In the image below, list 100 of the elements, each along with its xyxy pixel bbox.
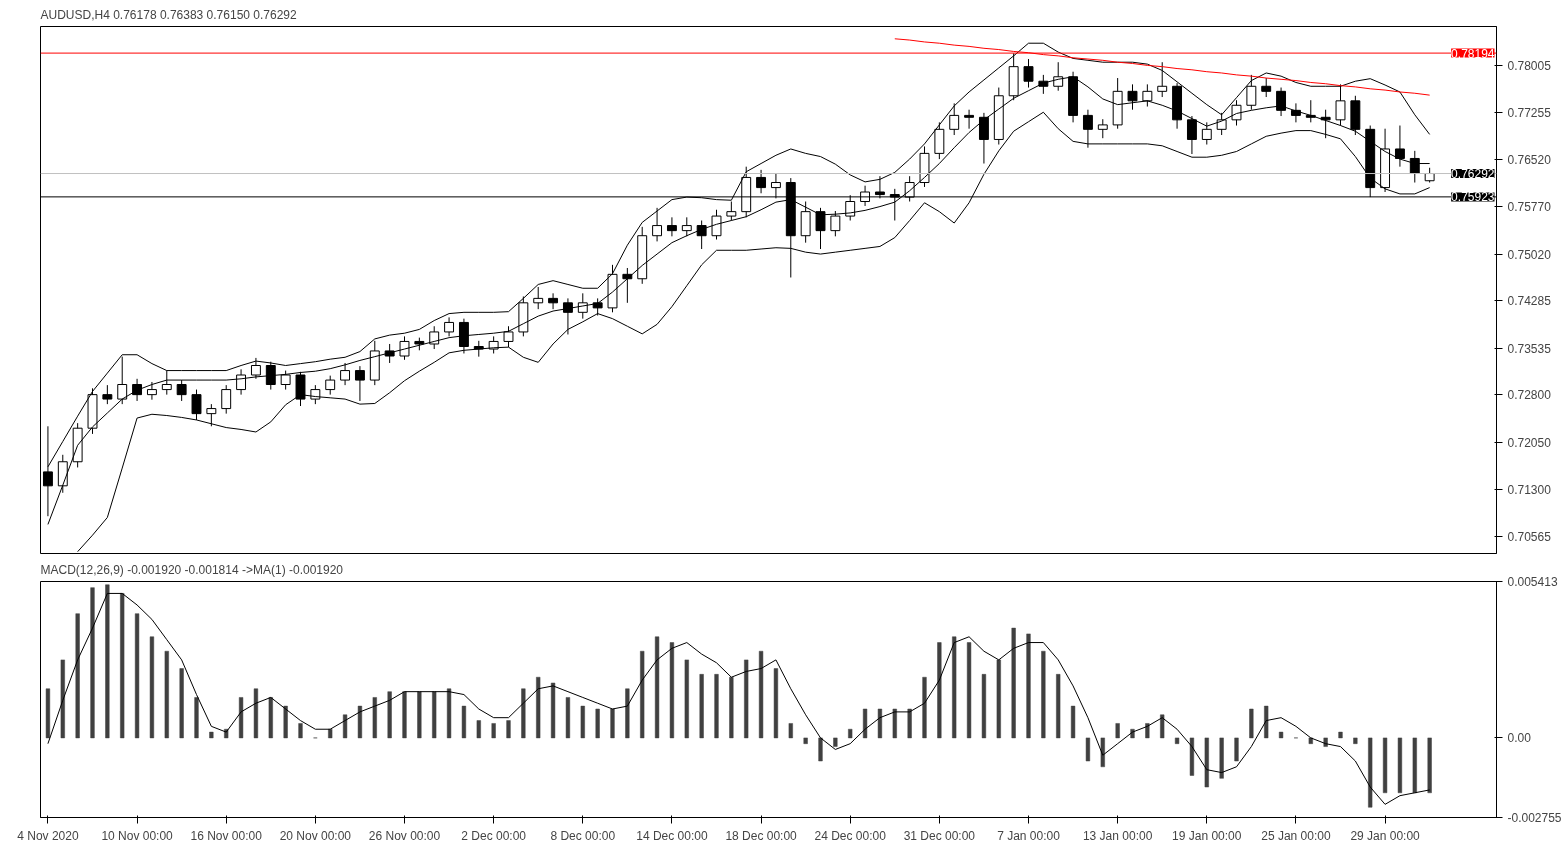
bar	[1189, 737, 1195, 776]
candlestick	[1023, 58, 1034, 89]
candlestick	[1216, 112, 1227, 136]
bar	[357, 705, 363, 739]
candlestick	[265, 361, 276, 391]
bar	[342, 714, 348, 739]
bar	[729, 676, 734, 739]
x-tick-label: 10 Nov 00:00	[101, 828, 174, 843]
x-tick-label: 4 Nov 2020	[17, 828, 79, 843]
bar	[595, 708, 600, 739]
candlestick	[444, 316, 455, 337]
candlestick	[206, 403, 217, 427]
x-tick-label: 19 Jan 00:00	[1172, 828, 1242, 843]
bar	[1278, 731, 1284, 739]
x-tick-label: 16 Nov 00:00	[190, 828, 263, 843]
bar	[699, 674, 704, 739]
candlestick	[666, 216, 677, 237]
candlestick	[726, 201, 737, 222]
bar	[922, 676, 927, 739]
bar	[625, 688, 630, 739]
candlestick	[978, 112, 989, 165]
candlestick	[325, 375, 336, 396]
bar	[1234, 737, 1239, 762]
x-tick-label: 8 Dec 00:00	[550, 828, 616, 843]
bar	[744, 659, 749, 739]
bar	[105, 584, 110, 739]
candlestick	[577, 292, 588, 320]
candlestick	[1409, 150, 1420, 184]
bar	[164, 650, 169, 739]
candlestick	[354, 365, 365, 402]
bar	[60, 659, 65, 739]
bar	[417, 691, 422, 739]
bar	[209, 731, 214, 739]
x-tick-label: 26 Nov 00:00	[368, 828, 441, 843]
line-series	[47, 592, 1431, 805]
bar	[714, 674, 719, 739]
bar	[848, 728, 853, 739]
candlestick	[681, 216, 692, 237]
bar	[610, 708, 615, 739]
bar	[892, 708, 897, 739]
candlestick	[117, 356, 128, 405]
candlestick	[1097, 118, 1108, 139]
candlestick	[176, 379, 187, 402]
x-tick-label: 2 Dec 00:00	[461, 828, 527, 843]
x-tick-label: 13 Jan 00:00	[1082, 828, 1153, 843]
candlestick	[1231, 99, 1242, 127]
bar	[1249, 708, 1254, 739]
x-tick-label: 7 Jan 00:00	[997, 828, 1061, 843]
bar	[684, 659, 689, 739]
bar	[1427, 737, 1432, 794]
bar	[1204, 737, 1209, 788]
bar	[149, 636, 155, 739]
x-tick-label: 14 Dec 00:00	[636, 828, 708, 843]
y-tick-label: 0.00	[1507, 731, 1532, 746]
candlestick	[548, 292, 559, 310]
bar	[372, 697, 377, 739]
bar	[90, 587, 95, 739]
bar	[75, 613, 80, 739]
bar	[194, 697, 199, 739]
bar	[1145, 723, 1150, 739]
bar	[1026, 633, 1031, 739]
candlestick	[711, 209, 722, 240]
bar	[773, 668, 779, 739]
x-tick-label: 29 Jan 00:00	[1350, 828, 1421, 843]
bar	[179, 668, 184, 739]
bar	[1219, 737, 1224, 779]
candlestick	[191, 389, 202, 421]
candlestick	[562, 297, 573, 335]
candlestick	[310, 384, 321, 405]
bar	[550, 682, 556, 739]
bar	[476, 720, 481, 739]
candlestick	[250, 357, 261, 380]
candlestick	[1261, 77, 1272, 98]
candlestick	[102, 384, 113, 405]
y-tick-label: 0.70565	[1507, 529, 1552, 544]
bar	[1308, 737, 1313, 744]
bar	[253, 688, 259, 739]
x-tick-label: 31 Dec 00:00	[903, 828, 976, 843]
y-tick-label: 0.72800	[1507, 388, 1552, 403]
candlestick	[1276, 87, 1287, 117]
ref-line-label: 0.76292	[1451, 167, 1495, 182]
bar	[283, 705, 288, 739]
bar	[907, 708, 912, 739]
x-tick-label: 25 Jan 00:00	[1261, 828, 1331, 843]
candlestick	[1335, 83, 1346, 127]
ref-line-label: 0.78194	[1451, 46, 1495, 61]
y-tick-label: 0.74285	[1507, 294, 1552, 309]
bar	[996, 659, 1001, 739]
candlestick	[1186, 115, 1197, 155]
bar	[1085, 737, 1091, 762]
candlestick	[1142, 83, 1153, 108]
candlestick	[146, 381, 157, 401]
bar	[952, 636, 957, 739]
bar	[521, 688, 526, 739]
y-tick-label: 0.71300	[1507, 483, 1552, 498]
x-tick-label: 24 Dec 00:00	[814, 828, 887, 843]
y-tick-label: 0.77255	[1507, 106, 1552, 121]
x-tick-label: 18 Dec 00:00	[725, 828, 798, 843]
bar	[402, 691, 407, 739]
bar	[268, 697, 273, 739]
